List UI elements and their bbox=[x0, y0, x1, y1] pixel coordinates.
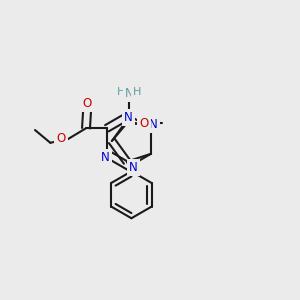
Text: O: O bbox=[140, 117, 149, 130]
Text: O: O bbox=[56, 132, 66, 145]
Text: N: N bbox=[101, 152, 110, 164]
Text: N: N bbox=[124, 111, 133, 124]
Text: N: N bbox=[129, 161, 138, 174]
Text: H: H bbox=[133, 87, 141, 97]
Text: N: N bbox=[124, 87, 134, 100]
Text: H: H bbox=[117, 87, 125, 97]
Text: O: O bbox=[83, 97, 92, 110]
Text: N: N bbox=[149, 118, 158, 131]
